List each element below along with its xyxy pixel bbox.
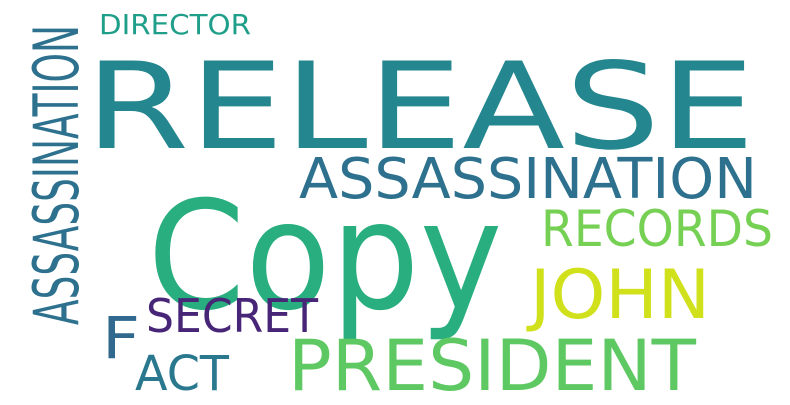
- word-secret: SECRET: [146, 289, 319, 343]
- word-act: ACT: [135, 346, 230, 402]
- word-president: PRESIDENT: [288, 325, 696, 405]
- word-f: F: [102, 304, 140, 372]
- word-copy: Copy: [148, 170, 503, 344]
- word-release: RELEASE: [85, 38, 755, 177]
- word-assassination: ASSASSINATION: [299, 147, 757, 212]
- word-director: DIRECTOR: [99, 8, 251, 41]
- word-kennedy: ASSASSINATION: [20, 25, 93, 325]
- word-records: RECORDS: [541, 200, 773, 258]
- word-john: JOHN: [526, 256, 710, 335]
